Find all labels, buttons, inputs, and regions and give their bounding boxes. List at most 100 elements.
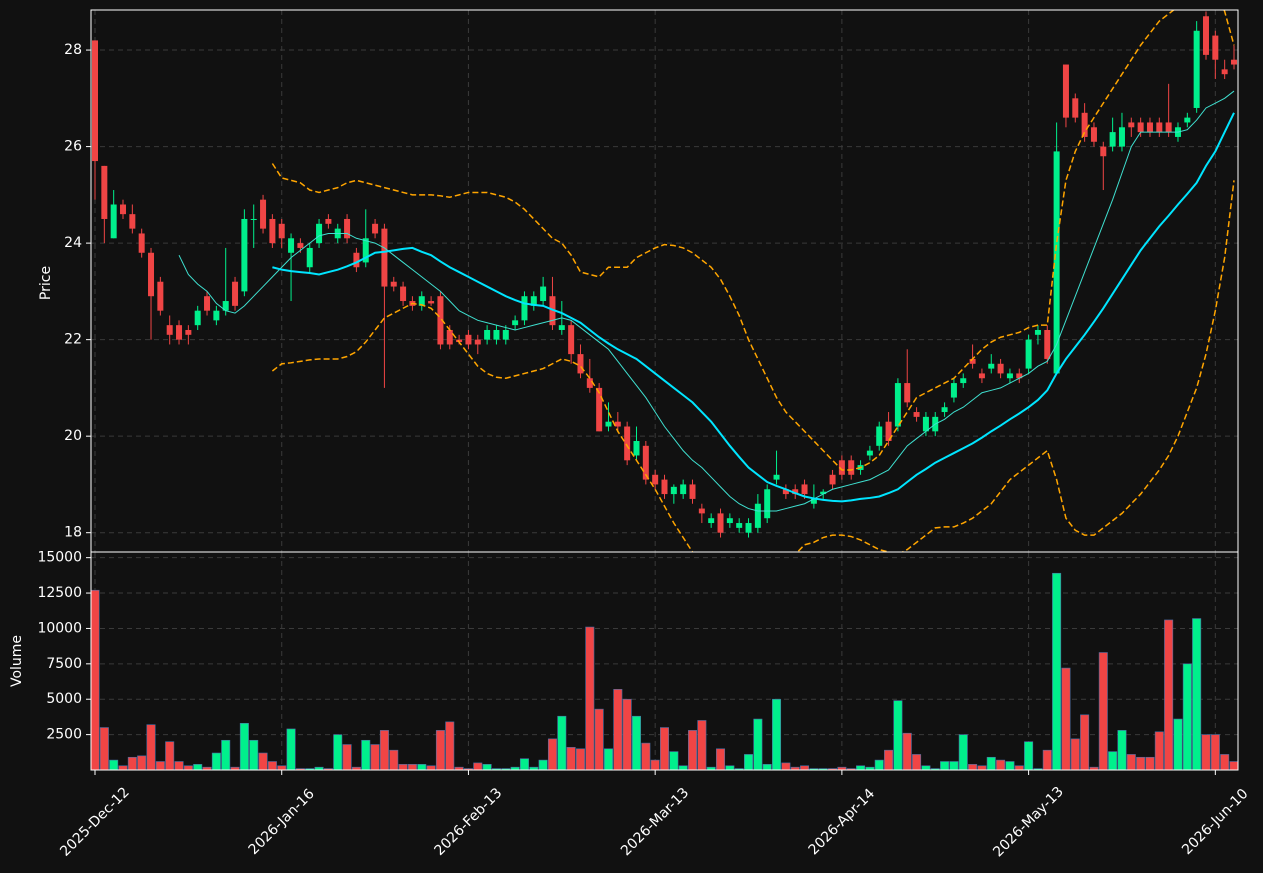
volume-bar — [716, 748, 726, 770]
candle-body — [726, 518, 733, 524]
volume-bar — [603, 748, 613, 770]
ma-line — [178, 90, 1235, 512]
volume-bar — [902, 732, 912, 770]
candle-body — [988, 363, 995, 369]
candle-body — [670, 486, 677, 495]
candle-body — [129, 214, 136, 229]
candle-body — [344, 218, 351, 239]
volume-bar — [267, 761, 277, 770]
candle-body — [120, 204, 127, 215]
volume-bar — [146, 724, 156, 770]
volume-bar — [361, 739, 371, 770]
candle-body — [1193, 30, 1200, 108]
y-tick-label: 5000 — [46, 691, 82, 707]
volume-bar — [940, 761, 950, 770]
y-tick-label: 15000 — [37, 550, 82, 566]
candle-body — [474, 339, 481, 345]
volume-bar — [370, 744, 380, 770]
candle-body — [820, 491, 827, 495]
volume-bar — [977, 765, 987, 770]
y-tick-label: 12500 — [37, 585, 82, 601]
candle-body — [400, 286, 407, 302]
candle-body — [278, 223, 285, 239]
candle-body — [316, 223, 323, 244]
candle-body — [577, 354, 584, 374]
volume-bar — [407, 764, 417, 770]
y-tick-label: 7500 — [46, 656, 82, 672]
ma-line — [272, 112, 1235, 503]
candle-body — [1034, 329, 1041, 335]
volume-bar — [688, 730, 698, 770]
candle-body — [1109, 132, 1116, 147]
volume-bar — [286, 728, 296, 770]
volume-bar — [183, 765, 193, 770]
volume-bar — [417, 764, 427, 770]
candle-body — [269, 218, 276, 244]
candle-body — [1025, 339, 1032, 369]
volume-bar — [258, 752, 268, 770]
candle-body — [708, 518, 715, 524]
volume-bar — [239, 722, 249, 770]
candle-body — [213, 310, 220, 321]
volume-bar — [1117, 730, 1127, 770]
candle-body — [614, 421, 621, 427]
y-tick-label: 26 — [64, 139, 82, 155]
volume-bar — [874, 759, 884, 770]
candle-body — [428, 301, 435, 304]
volume-bar — [622, 698, 632, 770]
y-tick-label: 20 — [64, 428, 82, 444]
candle-body — [1165, 122, 1172, 133]
volume-bar — [165, 741, 175, 770]
candle-body — [745, 523, 752, 533]
volume-bar — [1024, 741, 1034, 770]
volume-bar — [519, 758, 529, 770]
candle-body — [232, 281, 239, 306]
volume-bar — [1014, 765, 1024, 770]
volume-bar — [884, 749, 894, 770]
candle-body — [353, 252, 360, 268]
volume-bar — [1061, 667, 1071, 770]
candle-body — [446, 329, 453, 345]
volume-bar — [557, 715, 567, 770]
axes-frame — [90, 551, 1239, 771]
x-tick-label: 2025-Dec-12 — [57, 784, 132, 859]
volume-bar — [547, 738, 557, 770]
candle-body — [894, 383, 901, 427]
volume-bar — [435, 730, 445, 770]
volume-bar — [1229, 761, 1238, 770]
candle-body — [166, 325, 173, 335]
volume-bar — [631, 715, 641, 770]
volume-bar — [575, 748, 585, 770]
candle-body — [1128, 122, 1135, 128]
candle-body — [904, 383, 911, 403]
candle-body — [736, 523, 743, 528]
candle-body — [381, 228, 388, 287]
candle-body — [913, 412, 920, 417]
candle-body — [885, 421, 892, 441]
volume-bar — [1052, 572, 1062, 770]
y-axis-label: Price — [38, 266, 54, 300]
volume-bar — [1201, 734, 1211, 770]
candle-body — [978, 373, 985, 379]
volume-bar — [193, 764, 203, 770]
band-line — [271, 180, 1235, 552]
candle-body — [110, 204, 117, 239]
volume-bar — [1126, 754, 1136, 770]
volume-bar — [333, 734, 343, 770]
volume-bar — [800, 765, 810, 770]
candle-body — [848, 460, 855, 475]
volume-bar — [986, 756, 996, 770]
volume-bar — [1098, 652, 1108, 770]
candle-body — [465, 334, 472, 345]
candle-body — [390, 281, 397, 287]
x-tick-label: 2026-Mar-13 — [618, 785, 692, 859]
candle-body — [810, 498, 817, 504]
volume-bar — [669, 751, 679, 770]
candle-body — [241, 218, 248, 292]
x-tick-label: 2026-Feb-13 — [432, 785, 506, 859]
candle-body — [624, 426, 631, 461]
y-tick-label: 28 — [64, 42, 82, 58]
volume-bar — [174, 761, 184, 770]
candle-body — [1090, 127, 1097, 142]
